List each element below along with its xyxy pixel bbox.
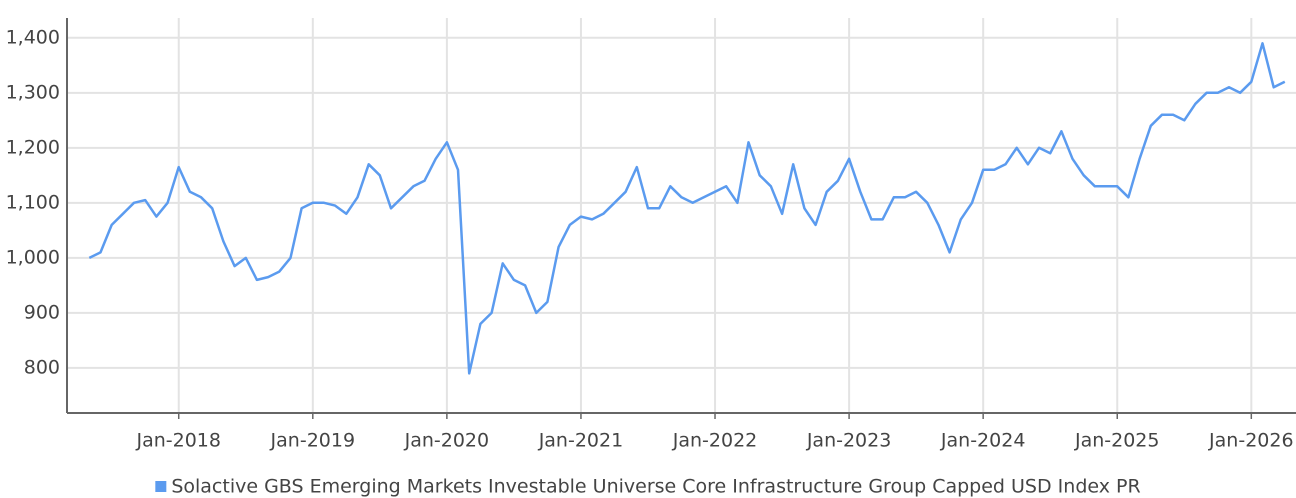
y-tick-label: 1,100 [6,191,60,213]
x-tick-label: Jan-2023 [806,430,892,452]
x-tick-label: Jan-2025 [1074,430,1160,452]
y-tick-label: 1,300 [6,81,60,103]
x-tick-label: Jan-2026 [1208,430,1294,452]
legend-label: Solactive GBS Emerging Markets Investabl… [171,476,1140,498]
y-tick-label: 800 [24,356,60,378]
y-tick-label: 1,200 [6,136,60,158]
line-series [88,42,1286,375]
legend-swatch [155,481,167,492]
y-tick-label: 1,400 [6,26,60,48]
y-tick-label: 1,000 [6,246,60,268]
x-tick-label: Jan-2021 [538,430,624,452]
x-tick-label: Jan-2019 [270,430,356,452]
x-tick-label: Jan-2020 [404,430,490,452]
x-tick-label: Jan-2024 [940,430,1026,452]
y-tick-label: 900 [24,301,60,323]
x-tick-label: Jan-2018 [135,430,221,452]
x-tick-label: Jan-2022 [672,430,758,452]
